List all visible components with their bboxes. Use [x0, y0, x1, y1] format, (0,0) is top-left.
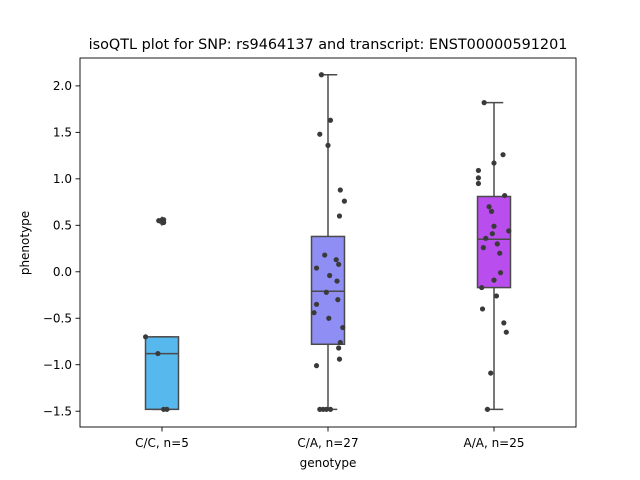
y-axis: −1.5 −1.0 −0.5 0.0 0.5 1.0 1.5 2.0: [43, 79, 80, 418]
data-point: [323, 406, 329, 412]
data-point: [479, 284, 485, 291]
y-tick-label: −1.5: [43, 404, 72, 418]
data-point: [500, 152, 506, 158]
box: [144, 336, 180, 411]
x-axis: C/C, n=5 C/A, n=27 A/A, n=25: [135, 427, 525, 450]
x-tick-label: C/C, n=5: [135, 436, 189, 450]
y-tick-label: −0.5: [43, 312, 72, 326]
data-point: [480, 245, 486, 251]
data-point: [488, 208, 495, 214]
data-point: [484, 406, 491, 412]
data-point: [336, 213, 343, 219]
data-point: [322, 252, 328, 258]
points-layer: [143, 72, 512, 412]
data-point: [335, 297, 341, 303]
y-tick-label: 0.5: [53, 219, 72, 233]
data-point: [491, 223, 497, 229]
data-point: [489, 231, 495, 237]
x-tick-label: A/A, n=25: [463, 436, 524, 450]
data-point: [318, 72, 325, 78]
data-point: [313, 301, 320, 307]
data-point: [483, 235, 489, 241]
data-point: [325, 142, 331, 148]
data-point: [326, 315, 332, 321]
data-point: [336, 261, 342, 267]
data-point: [313, 265, 320, 271]
data-point: [491, 160, 497, 166]
data-point: [497, 250, 503, 256]
boxes-layer: [144, 73, 512, 411]
data-point: [479, 306, 486, 312]
data-point: [311, 310, 317, 316]
box: [476, 195, 512, 289]
data-point: [336, 356, 343, 362]
y-tick-label: −1.0: [43, 358, 72, 372]
data-point: [475, 167, 482, 174]
data-point: [502, 192, 508, 199]
data-point: [317, 131, 323, 137]
data-point: [491, 277, 497, 283]
data-point: [327, 272, 333, 279]
data-point: [340, 324, 346, 331]
data-point: [475, 180, 482, 187]
data-point: [334, 278, 340, 284]
data-point: [161, 219, 167, 226]
data-point: [155, 350, 161, 357]
data-point: [336, 345, 342, 351]
data-point: [503, 329, 509, 335]
data-point: [341, 198, 347, 204]
y-axis-label: phenotype: [18, 211, 32, 275]
y-tick-label: 1.5: [53, 126, 72, 140]
data-point: [337, 187, 343, 193]
data-point: [313, 363, 320, 369]
data-point: [323, 289, 329, 295]
data-point: [475, 175, 482, 181]
data-point: [486, 204, 492, 210]
data-point: [497, 270, 504, 276]
x-axis-label: genotype: [300, 456, 357, 470]
data-point: [493, 293, 500, 299]
data-point: [164, 406, 170, 412]
y-tick-label: 0.0: [53, 265, 72, 279]
data-point: [494, 241, 500, 247]
y-tick-label: 2.0: [53, 79, 72, 93]
data-point: [506, 228, 512, 234]
y-tick-label: 1.0: [53, 172, 72, 186]
data-point: [143, 334, 149, 340]
data-point: [481, 100, 487, 106]
data-point: [488, 370, 494, 376]
chart-title: isoQTL plot for SNP: rs9464137 and trans…: [89, 37, 568, 53]
data-point: [337, 339, 343, 346]
data-point: [327, 406, 334, 412]
data-point: [327, 117, 334, 123]
data-point: [333, 257, 339, 263]
data-point: [501, 320, 507, 326]
data-point: [156, 218, 162, 224]
x-tick-label: C/A, n=27: [297, 436, 358, 450]
